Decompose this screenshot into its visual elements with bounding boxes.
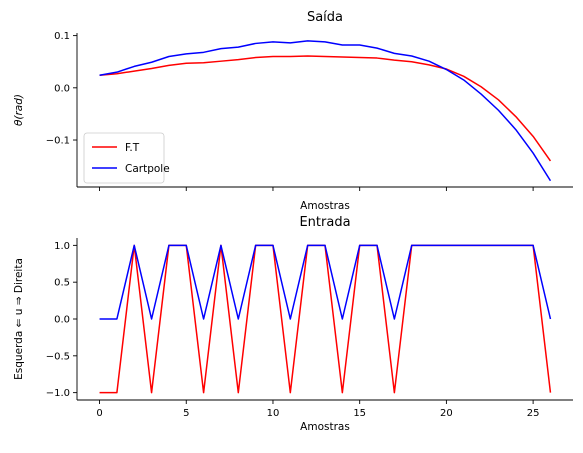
- output-x-axis-label: Amostras: [300, 200, 350, 212]
- legend-box: [83, 132, 165, 184]
- input-x-axis-label: Amostras: [300, 421, 350, 433]
- input-x-tick-label: 10: [267, 408, 280, 419]
- legend-label: F.T: [125, 142, 140, 154]
- output-y-tick-label: 0.0: [54, 83, 70, 94]
- input-chart-title: Entrada: [299, 215, 350, 230]
- input-series-line-red: [99, 244, 552, 394]
- input-y-tick-label: 0.0: [54, 315, 70, 326]
- input-y-tick-label: −0.5: [46, 351, 70, 362]
- input-y-axis-label: Esquerda ⇐ u ⇒ Direita: [13, 258, 25, 380]
- output-y-tick-label: −0.1: [46, 136, 70, 147]
- input-x-tick-label: 5: [183, 408, 189, 419]
- input-panel: 0 5 10 15 20 25 1.0 0.5 0.0 −0.5 −1.0 Entrada Amostr…: [13, 215, 573, 433]
- legend-label: Cartpole: [125, 163, 170, 175]
- output-y-axis-label: θ(rad): [13, 94, 25, 126]
- input-y-tick-label: 1.0: [54, 241, 70, 252]
- legend: F.T Cartpole: [83, 132, 170, 184]
- output-chart-title: Saída: [307, 10, 343, 25]
- input-y-tick-label: −1.0: [46, 388, 70, 399]
- input-y-tick-label: 0.5: [54, 278, 70, 289]
- output-series-line-blue: [99, 40, 552, 182]
- input-x-tick-label: 25: [527, 408, 540, 419]
- input-series-line-blue: [99, 244, 552, 320]
- input-x-tick-label: 15: [353, 408, 366, 419]
- input-x-tick-label: 20: [440, 408, 453, 419]
- output-panel: 0.1 0.0 −0.1 Saída Amostras θ(rad) F.T Cartpole: [13, 10, 573, 212]
- output-y-tick-label: 0.1: [54, 31, 70, 42]
- input-x-tick-label: 0: [96, 408, 102, 419]
- output-series-line-red: [99, 55, 552, 162]
